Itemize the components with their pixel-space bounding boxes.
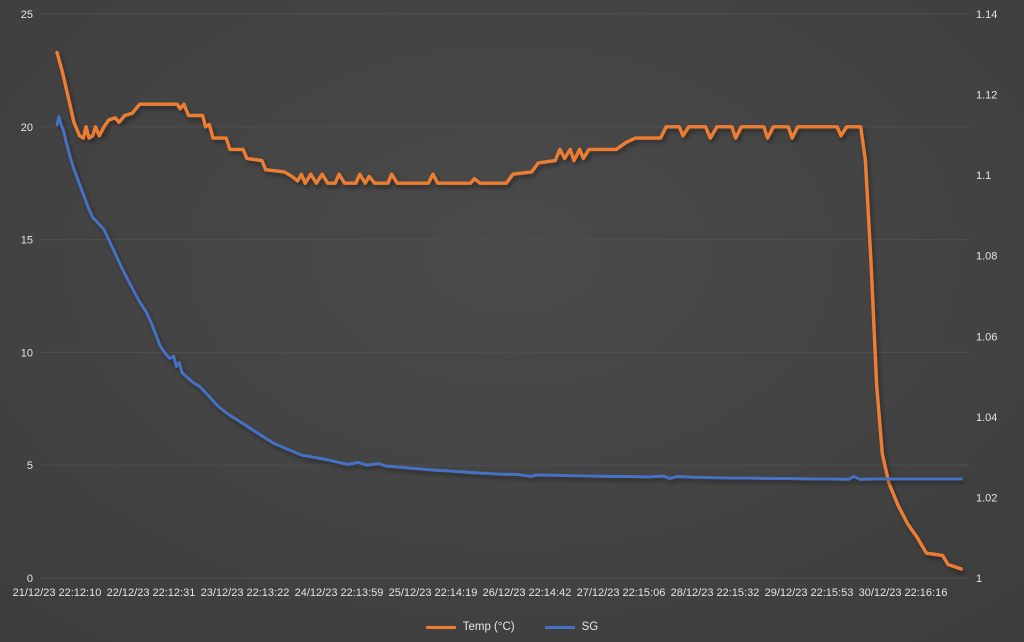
x-axis-tick-label: 27/12/23 22:15:06: [577, 587, 666, 599]
x-axis-tick-label: 29/12/23 22:15:53: [765, 587, 854, 599]
y-left-tick-label: 5: [27, 460, 33, 472]
x-axis-tick-label: 28/12/23 22:15:32: [671, 587, 760, 599]
y-right-tick-label: 1.14: [976, 9, 997, 21]
y-left-tick-label: 10: [21, 347, 33, 359]
y-right-tick-label: 1: [976, 573, 982, 585]
x-axis-tick-label: 26/12/23 22:14:42: [483, 587, 572, 599]
x-axis-tick-label: 24/12/23 22:13:59: [295, 587, 384, 599]
x-axis-tick-label: 22/12/23 22:12:31: [107, 587, 196, 599]
y-right-tick-label: 1.08: [976, 251, 997, 263]
chart-legend: Temp (°C) SG: [0, 621, 1024, 633]
temp-series-line: [55, 50, 963, 571]
y-left-tick-label: 15: [21, 235, 33, 247]
temp-line-swatch-icon: [425, 625, 456, 629]
legend-label-temp: Temp (°C): [462, 621, 515, 633]
x-axis-labels: 21/12/23 22:12:10 22/12/23 22:12:31 23/12/…: [13, 587, 948, 599]
y-axis-right-labels: 1 1.02 1.04 1.06 1.08 1.1 1.12 1.14: [976, 9, 997, 585]
x-axis-tick-label: 30/12/23 22:16:16: [859, 587, 948, 599]
y-right-tick-label: 1.02: [976, 492, 997, 504]
y-axis-left-labels: 0 5 10 15 20 25: [21, 9, 33, 585]
sg-series-line: [55, 115, 963, 481]
y-left-tick-label: 25: [21, 9, 33, 21]
gridlines: [40, 13, 970, 579]
x-axis-tick-label: 21/12/23 22:12:10: [13, 587, 102, 599]
legend-label-sg: SG: [581, 621, 599, 633]
x-axis-tick-label: 25/12/23 22:14:19: [389, 587, 478, 599]
y-left-tick-label: 20: [21, 122, 33, 134]
y-right-tick-label: 1.12: [976, 90, 997, 102]
legend-item-sg: SG: [544, 621, 599, 633]
series-lines: [55, 50, 963, 571]
y-right-tick-label: 1.1: [976, 170, 991, 182]
y-left-tick-label: 0: [27, 573, 33, 585]
y-right-tick-label: 1.06: [976, 331, 997, 343]
x-axis-tick-label: 23/12/23 22:13:22: [201, 587, 290, 599]
y-right-tick-label: 1.04: [976, 412, 997, 424]
legend-item-temp: Temp (°C): [425, 621, 515, 633]
sg-line-swatch-icon: [544, 625, 575, 629]
